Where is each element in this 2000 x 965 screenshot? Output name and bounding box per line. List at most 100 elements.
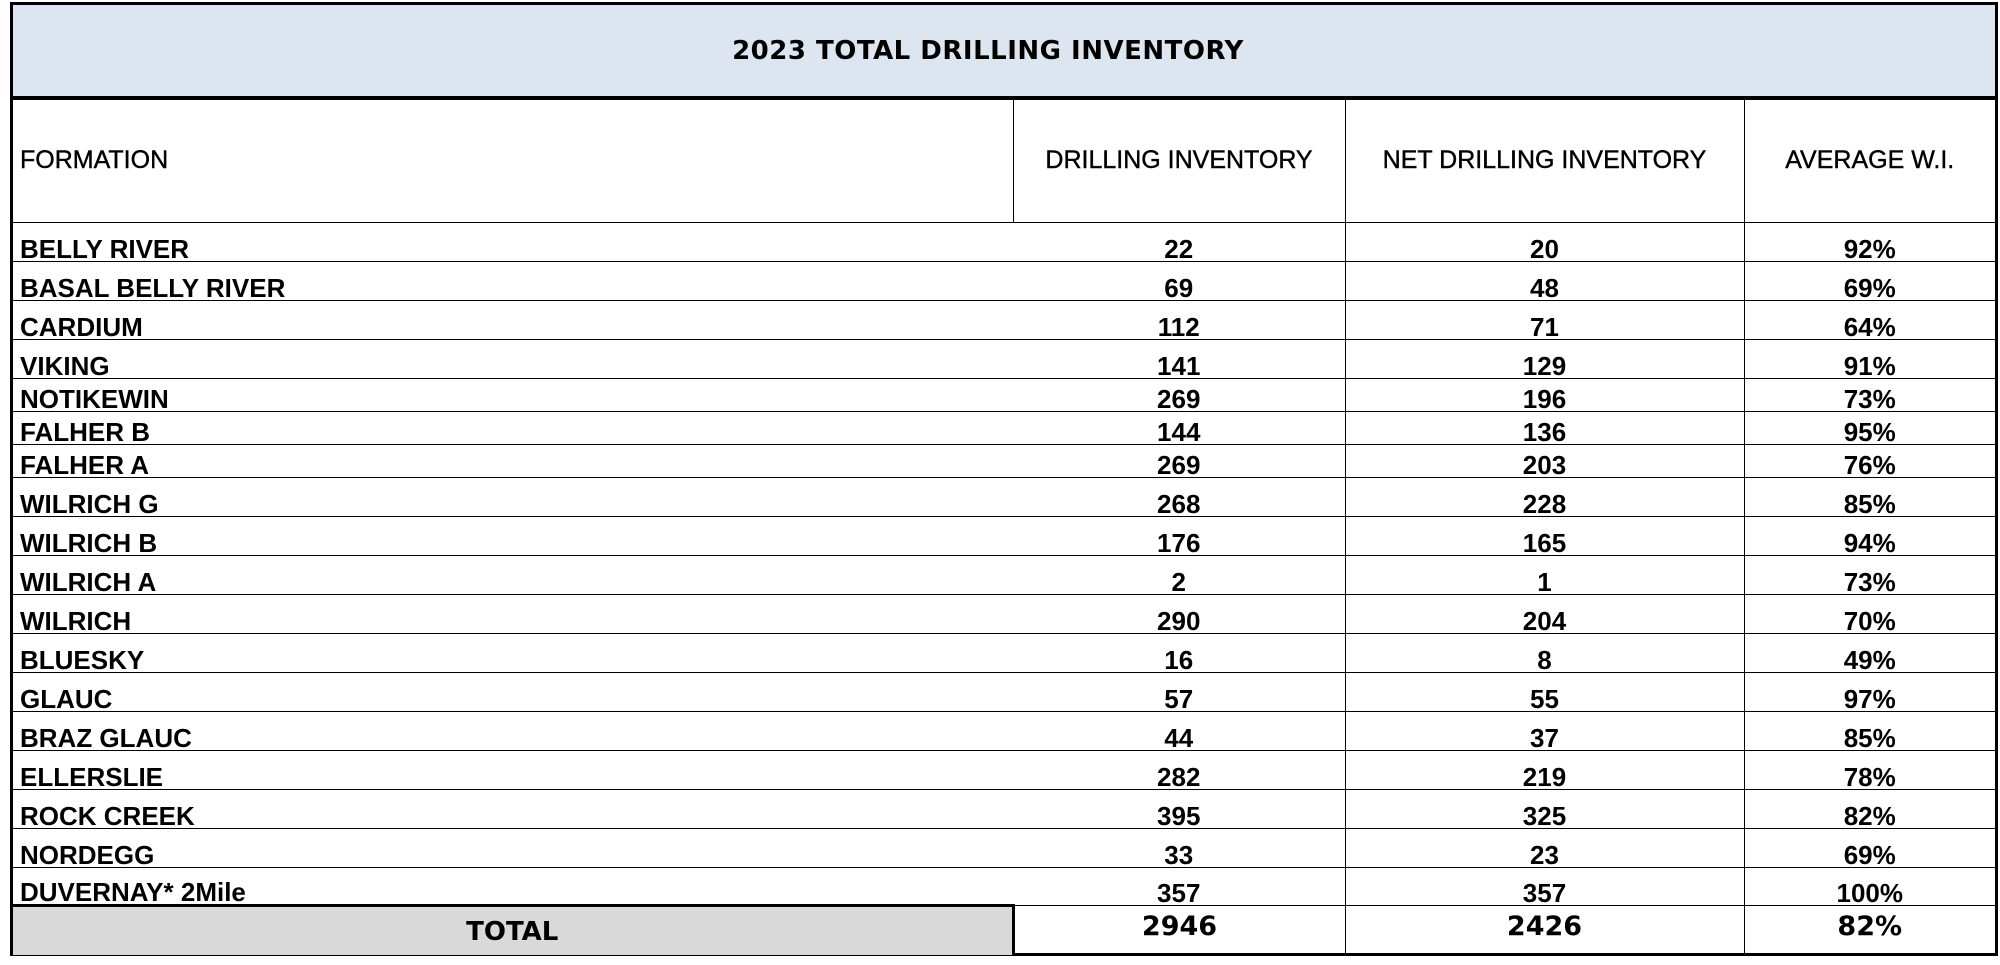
net-drilling-inventory-cell: 23 [1344, 828, 1744, 868]
drilling-inventory-cell-text: 22 [1164, 233, 1194, 264]
net-drilling-inventory-cell: 71 [1344, 300, 1744, 342]
title-band: 2023 TOTAL DRILLING INVENTORY [13, 5, 1995, 100]
drilling-inventory-cell-text: 57 [1164, 683, 1194, 714]
formation-cell: ROCK CREEK [13, 789, 1013, 829]
net-drilling-inventory-cell: 129 [1344, 339, 1744, 379]
drilling-inventory-cell: 268 [1013, 477, 1345, 517]
average-wi-cell-text: 97% [1843, 683, 1896, 714]
drilling-inventory-cell: 269 [1013, 444, 1345, 478]
total-label-text: TOTAL [466, 916, 559, 947]
net-drilling-inventory-cell: 20 [1344, 222, 1744, 264]
drilling-inventory-cell-text: 16 [1164, 644, 1194, 675]
average-wi-cell-text: 76% [1843, 449, 1896, 480]
average-wi-cell: 97% [1743, 672, 1995, 714]
header-average-wi: AVERAGE W.I. [1743, 100, 1995, 223]
net-drilling-inventory-cell: 357 [1344, 867, 1744, 908]
net-drilling-inventory-cell: 219 [1344, 750, 1744, 790]
table-row: WILRICH 290 204 70% [13, 594, 1995, 636]
drilling-inventory-cell: 144 [1013, 411, 1345, 445]
average-wi-cell: 70% [1743, 594, 1995, 636]
formation-cell: VIKING [13, 339, 1013, 381]
table-row: BELLY RIVER 22 20 92% [13, 222, 1995, 264]
drilling-inventory-cell: 282 [1013, 750, 1345, 792]
average-wi-cell-text: 92% [1843, 233, 1896, 264]
net-drilling-inventory-cell-text: 1 [1537, 566, 1552, 597]
table-row: NOTIKEWIN 269 196 73% [13, 378, 1995, 414]
total-average-wi: 82% [1743, 905, 1995, 955]
formation-cell: WILRICH B [13, 516, 1013, 558]
net-drilling-inventory-cell: 48 [1344, 261, 1744, 301]
formation-cell: BELLY RIVER [13, 222, 1013, 264]
drilling-inventory-cell-text: 357 [1157, 877, 1201, 908]
net-drilling-inventory-cell-text: 20 [1530, 233, 1559, 264]
average-wi-cell: 85% [1743, 711, 1995, 753]
formation-cell: FALHER A [13, 444, 1013, 478]
total-drilling-inventory: 2946 [1013, 905, 1345, 955]
formation-cell-text: VIKING [20, 350, 110, 381]
drilling-inventory-cell-text: 112 [1157, 311, 1200, 342]
drilling-inventory-cell: 290 [1013, 594, 1345, 636]
average-wi-cell-text: 82% [1843, 800, 1896, 831]
average-wi-cell: 64% [1743, 300, 1995, 342]
drilling-inventory-cell: 141 [1013, 339, 1345, 379]
formation-cell-text: ELLERSLIE [20, 761, 164, 792]
average-wi-cell: 76% [1743, 444, 1995, 480]
formation-cell-text: BELLY RIVER [20, 233, 190, 264]
drilling-inventory-cell: 16 [1013, 633, 1345, 675]
net-drilling-inventory-cell: 55 [1344, 672, 1744, 714]
net-drilling-inventory-cell-text: 71 [1530, 311, 1559, 342]
table-row: WILRICH A 2 1 73% [13, 555, 1995, 597]
net-drilling-inventory-cell-text: 136 [1522, 416, 1567, 447]
net-drilling-inventory-cell: 325 [1344, 789, 1744, 829]
total-label: TOTAL [13, 903, 1015, 955]
net-drilling-inventory-cell-text: 37 [1530, 722, 1559, 753]
formation-cell-text: CARDIUM [20, 311, 143, 342]
drilling-inventory-cell: 33 [1013, 828, 1345, 870]
average-wi-cell: 73% [1743, 555, 1995, 595]
average-wi-cell-text: 85% [1843, 722, 1896, 753]
table-title: 2023 TOTAL DRILLING INVENTORY [732, 35, 1244, 66]
drilling-inventory-cell: 22 [1013, 222, 1345, 264]
average-wi-cell: 92% [1743, 222, 1995, 264]
formation-cell: WILRICH A [13, 555, 1013, 595]
formation-cell: BLUESKY [13, 633, 1013, 673]
formation-cell-text: WILRICH B [20, 527, 158, 558]
average-wi-cell: 78% [1743, 750, 1995, 790]
formation-cell: BASAL BELLY RIVER [13, 261, 1013, 301]
average-wi-cell: 91% [1743, 339, 1995, 381]
table-header: FORMATION DRILLING INVENTORY NET DRILLIN… [13, 100, 1995, 223]
formation-cell: NOTIKEWIN [13, 378, 1013, 412]
average-wi-cell: 100% [1743, 867, 1995, 906]
formation-cell-text: FALHER B [20, 416, 150, 447]
drilling-inventory-cell-text: 282 [1157, 761, 1201, 792]
header-drilling-inventory: DRILLING INVENTORY [1012, 100, 1345, 223]
table-row: FALHER A 269 203 76% [13, 444, 1995, 480]
net-drilling-inventory-cell-text: 196 [1522, 383, 1567, 414]
drilling-inventory-cell: 57 [1013, 672, 1345, 714]
table-row: NORDEGG 33 23 69% [13, 828, 1995, 870]
drilling-inventory-cell: 44 [1013, 711, 1345, 751]
average-wi-cell: 69% [1743, 828, 1995, 868]
net-drilling-inventory-cell: 165 [1344, 516, 1744, 556]
average-wi-cell-text: 64% [1843, 311, 1896, 342]
formation-cell-text: NORDEGG [20, 839, 155, 870]
header-formation: FORMATION [13, 100, 1013, 223]
net-drilling-inventory-cell-text: 357 [1522, 877, 1567, 908]
drilling-inventory-cell-text: 290 [1157, 605, 1201, 636]
formation-cell: BRAZ GLAUC [13, 711, 1013, 751]
drilling-inventory-cell-text: 33 [1164, 839, 1194, 870]
average-wi-cell-text: 70% [1843, 605, 1896, 636]
net-drilling-inventory-cell-text: 228 [1522, 488, 1567, 519]
drilling-inventory-cell: 176 [1013, 516, 1345, 556]
formation-cell: CARDIUM [13, 300, 1013, 342]
net-drilling-inventory-cell: 37 [1344, 711, 1744, 753]
drilling-inventory-cell-text: 395 [1157, 800, 1201, 831]
average-wi-cell-text: 91% [1843, 350, 1896, 381]
net-drilling-inventory-cell: 196 [1344, 378, 1744, 414]
net-drilling-inventory-cell-text: 55 [1530, 683, 1559, 714]
table-row: GLAUC 57 55 97% [13, 672, 1995, 714]
average-wi-cell: 73% [1743, 378, 1995, 412]
header-net-drilling-inventory: NET DRILLING INVENTORY [1344, 100, 1744, 223]
average-wi-cell: 49% [1743, 633, 1995, 673]
total-drilling-inventory-value: 2946 [1141, 910, 1218, 942]
